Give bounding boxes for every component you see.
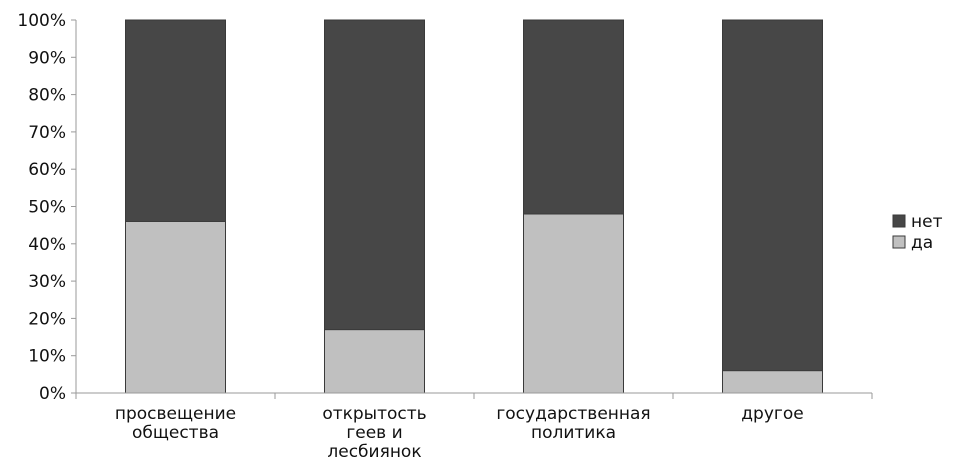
x-tick-label: общества — [132, 423, 219, 443]
x-tick-label: геев и — [346, 423, 402, 443]
bar-segment-net-0 — [125, 19, 226, 222]
x-tick-label: политика — [531, 423, 616, 443]
bar-segment-net-3 — [722, 19, 823, 372]
legend-label-net: нет — [911, 212, 943, 232]
x-tick-label: открытость — [322, 404, 426, 424]
legend-swatch-da — [892, 235, 906, 249]
x-tick-label: другое — [741, 404, 803, 424]
y-tick-label: 30% — [28, 272, 66, 292]
y-tick-label: 20% — [28, 309, 66, 329]
bar-segment-da-2 — [523, 213, 624, 394]
y-tick-label: 70% — [28, 123, 66, 143]
y-tick-label: 100% — [17, 11, 66, 31]
bar-segment-net-2 — [523, 19, 624, 215]
bar-segment-da-1 — [324, 329, 425, 394]
legend-label-da: да — [911, 233, 933, 253]
y-axis: 0% 10% 20% 30% 40% 50% 60% 70% 80% 90% 100% — [17, 11, 77, 404]
y-tick-label: 80% — [28, 86, 66, 106]
y-tick-label: 0% — [39, 384, 66, 404]
bar-segment-net-1 — [324, 19, 425, 331]
legend-swatch-net — [892, 214, 906, 228]
bars — [125, 19, 823, 394]
x-tick-label: просвещение — [115, 404, 236, 424]
bar-segment-da-3 — [722, 370, 823, 394]
y-tick-label: 50% — [28, 198, 66, 218]
y-tick-label: 60% — [28, 160, 66, 180]
bar-segment-da-0 — [125, 220, 226, 394]
x-tick-label: государственная — [496, 404, 650, 424]
y-tick-label: 90% — [28, 48, 66, 68]
y-tick-label: 40% — [28, 235, 66, 255]
x-tick-label: лесбиянок — [327, 442, 421, 462]
y-tick-label: 10% — [28, 347, 66, 367]
